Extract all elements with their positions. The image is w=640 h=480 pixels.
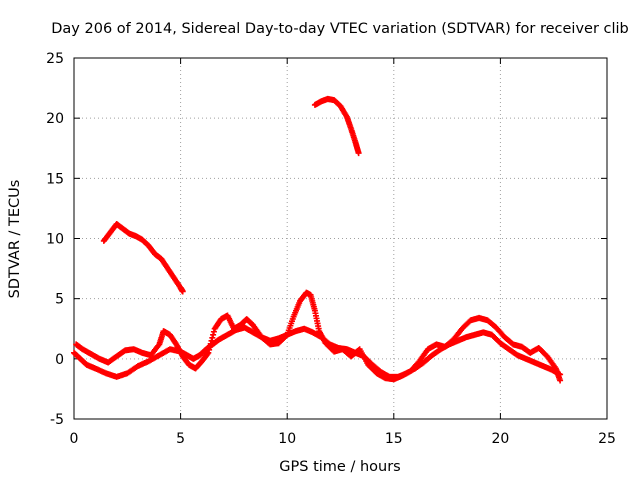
x-tick-label: 10 bbox=[278, 431, 296, 447]
data-markers bbox=[71, 95, 564, 384]
series-track-2 bbox=[73, 289, 564, 384]
x-tick-label: 15 bbox=[385, 431, 403, 447]
y-tick-labels: -5 0 5 10 15 20 25 bbox=[46, 51, 64, 428]
y-tick-label: 15 bbox=[46, 171, 64, 187]
data-point bbox=[283, 332, 290, 339]
x-axis-label: GPS time / hours bbox=[279, 459, 400, 475]
data-point bbox=[557, 377, 564, 384]
y-tick-label: -5 bbox=[50, 412, 64, 428]
x-tick-label: 25 bbox=[598, 431, 616, 447]
grid-lines bbox=[74, 58, 607, 419]
y-tick-label: 0 bbox=[55, 352, 64, 368]
plot-frame bbox=[73, 57, 608, 420]
chart-title: Day 206 of 2014, Sidereal Day-to-day VTE… bbox=[51, 21, 629, 37]
y-tick-label: 5 bbox=[55, 292, 64, 308]
x-tick-label: 5 bbox=[176, 431, 185, 447]
x-tick-labels: 0 5 10 15 20 25 bbox=[70, 431, 616, 447]
x-tick-label: 20 bbox=[491, 431, 509, 447]
y-tick-label: 10 bbox=[46, 232, 64, 248]
series-track-3 bbox=[100, 221, 186, 295]
y-tick-label: 25 bbox=[46, 51, 64, 67]
series-track-4 bbox=[311, 95, 362, 157]
axis-ticks bbox=[73, 57, 608, 420]
data-point bbox=[179, 288, 186, 295]
x-tick-label: 0 bbox=[70, 431, 79, 447]
y-axis-label: SDTVAR / TECUs bbox=[7, 180, 23, 299]
data-point bbox=[355, 150, 362, 157]
y-tick-label: 20 bbox=[46, 111, 64, 127]
